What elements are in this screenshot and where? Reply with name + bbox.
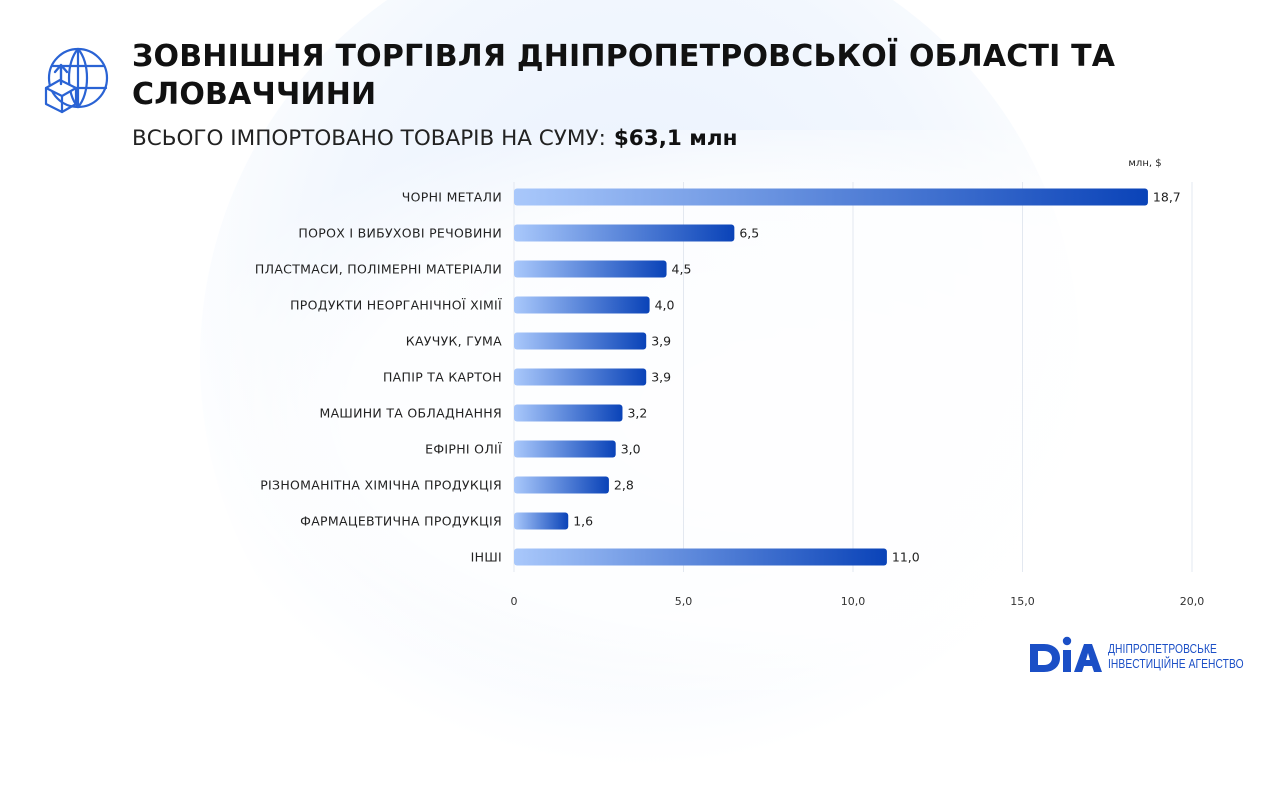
- category-label: КАУЧУК, ГУМА: [406, 334, 502, 349]
- dia-logo-icon: [1030, 636, 1102, 672]
- value-label: 3,0: [621, 442, 641, 457]
- bar: [514, 548, 887, 566]
- logo-line-1: ДНІПРОПЕТРОВСЬКЕ: [1108, 642, 1217, 656]
- background-glow: [230, 130, 1230, 690]
- bar: [514, 368, 647, 386]
- unit-label: млн, $: [1128, 158, 1161, 169]
- value-label: 3,9: [651, 334, 671, 349]
- bar: [514, 332, 647, 350]
- category-labels: ЧОРНІ МЕТАЛИ ПОРОХ І ВИБУХОВІ РЕЧОВИНИ ПЛА…: [255, 190, 502, 565]
- category-label: РІЗНОМАНІТНА ХІМІЧНА ПРОДУКЦІЯ: [260, 478, 502, 493]
- bar: [514, 512, 569, 530]
- bar: [514, 188, 1148, 206]
- logo-text: ДНІПРОПЕТРОВСЬКЕ ІНВЕСТИЦІЙНЕ АГЕНСТВО: [1108, 642, 1244, 672]
- category-label: ПАПІР ТА КАРТОН: [383, 370, 502, 385]
- bar: [514, 440, 616, 458]
- value-label: 1,6: [573, 514, 593, 529]
- bar-chart: ЧОРНІ МЕТАЛИ ПОРОХ І ВИБУХОВІ РЕЧОВИНИ ПЛА…: [255, 158, 1205, 608]
- value-label: 18,7: [1153, 190, 1181, 205]
- value-label: 3,9: [651, 370, 671, 385]
- bars: [514, 188, 1148, 566]
- value-labels: 18,7 6,5 4,5 4,0 3,9 3,9 3,2 3,0 2,8 1,6 11,0: [573, 190, 1181, 565]
- bar: [514, 260, 667, 278]
- value-label: 4,0: [655, 298, 675, 313]
- x-tick-label: 20,0: [1180, 595, 1205, 608]
- category-label: ПРОДУКТИ НЕОРГАНІЧНОЇ ХІМІЇ: [290, 298, 502, 313]
- x-tick-label: 15,0: [1010, 595, 1035, 608]
- subtitle-label: ВСЬОГО ІМПОРТОВАНО ТОВАРІВ НА СУМУ:: [132, 126, 606, 151]
- bar: [514, 296, 650, 314]
- bar: [514, 224, 735, 242]
- bar: [514, 476, 609, 494]
- category-label: ПОРОХ І ВИБУХОВІ РЕЧОВИНИ: [298, 226, 502, 241]
- category-label: МАШИНИ ТА ОБЛАДНАННЯ: [319, 406, 502, 421]
- globe-export-icon: [44, 47, 109, 114]
- logo-line-2: ІНВЕСТИЦІЙНЕ АГЕНСТВО: [1108, 657, 1244, 671]
- x-tick-label: 0: [511, 595, 518, 608]
- x-axis-ticks: 0 5,0 10,0 15,0 20,0: [511, 595, 1205, 608]
- page-title: ЗОВНІШНЯ ТОРГІВЛЯ ДНІПРОПЕТРОВСЬКОЇ ОБЛА…: [132, 39, 1116, 112]
- category-label: ФАРМАЦЕВТИЧНА ПРОДУКЦІЯ: [300, 514, 502, 529]
- value-label: 3,2: [627, 406, 647, 421]
- value-label: 4,5: [672, 262, 692, 277]
- x-tick-label: 5,0: [675, 595, 693, 608]
- subtitle-amount: $63,1 млн: [613, 126, 738, 151]
- value-label: 11,0: [892, 550, 920, 565]
- category-label: ЧОРНІ МЕТАЛИ: [402, 190, 502, 205]
- category-label: ПЛАСТМАСИ, ПОЛІМЕРНІ МАТЕРІАЛИ: [255, 262, 502, 277]
- bar: [514, 404, 623, 422]
- value-label: 6,5: [739, 226, 759, 241]
- category-label: ЕФІРНІ ОЛІЇ: [425, 442, 502, 457]
- category-label: ІНШІ: [471, 550, 502, 565]
- x-tick-label: 10,0: [841, 595, 866, 608]
- page-subtitle: ВСЬОГО ІМПОРТОВАНО ТОВАРІВ НА СУМУ: $63,1…: [132, 126, 737, 151]
- value-label: 2,8: [614, 478, 634, 493]
